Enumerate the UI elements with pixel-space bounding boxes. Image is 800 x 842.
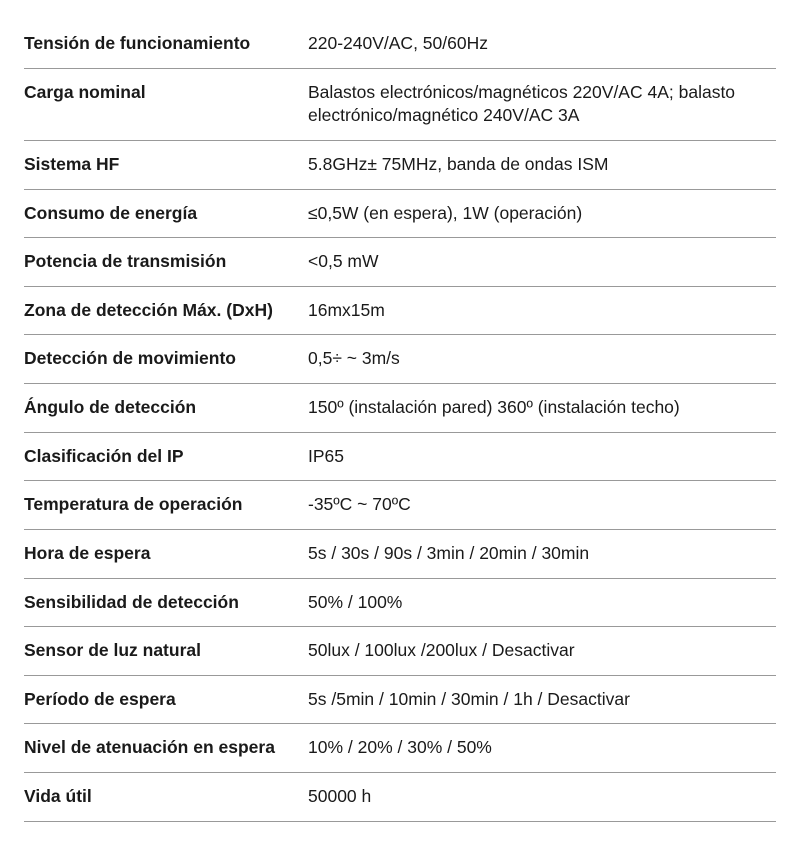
table-row: Tensión de funcionamiento 220-240V/AC, 5… (24, 20, 776, 68)
table-row: Sistema HF 5.8GHz± 75MHz, banda de ondas… (24, 140, 776, 189)
table-row: Detección de movimiento 0,5÷ ~ 3m/s (24, 335, 776, 384)
spec-value: Balastos electrónicos/magnéticos 220V/AC… (304, 68, 776, 140)
spec-label: Ángulo de detección (24, 384, 304, 433)
spec-value: IP65 (304, 432, 776, 481)
spec-label: Sistema HF (24, 140, 304, 189)
table-row: Nivel de atenuación en espera 10% / 20% … (24, 724, 776, 773)
spec-label: Zona de detección Máx. (DxH) (24, 286, 304, 335)
table-row: Ángulo de detección 150º (instalación pa… (24, 384, 776, 433)
table-row: Temperatura de operación -35ºC ~ 70ºC (24, 481, 776, 530)
specifications-table: Tensión de funcionamiento 220-240V/AC, 5… (24, 20, 776, 822)
spec-value: 50% / 100% (304, 578, 776, 627)
spec-value: 0,5÷ ~ 3m/s (304, 335, 776, 384)
spec-label: Clasificación del IP (24, 432, 304, 481)
table-row: Sensor de luz natural 50lux / 100lux /20… (24, 627, 776, 676)
spec-label: Hora de espera (24, 529, 304, 578)
spec-value: 5.8GHz± 75MHz, banda de ondas ISM (304, 140, 776, 189)
spec-value: 5s / 30s / 90s / 3min / 20min / 30min (304, 529, 776, 578)
table-row: Hora de espera 5s / 30s / 90s / 3min / 2… (24, 529, 776, 578)
spec-value: <0,5 mW (304, 238, 776, 287)
spec-value: 150º (instalación pared) 360º (instalaci… (304, 384, 776, 433)
spec-label: Sensibilidad de detección (24, 578, 304, 627)
table-row: Carga nominal Balastos electrónicos/magn… (24, 68, 776, 140)
table-row: Sensibilidad de detección 50% / 100% (24, 578, 776, 627)
spec-label: Potencia de transmisión (24, 238, 304, 287)
spec-label: Tensión de funcionamiento (24, 20, 304, 68)
spec-label: Carga nominal (24, 68, 304, 140)
spec-label: Nivel de atenuación en espera (24, 724, 304, 773)
table-row: Zona de detección Máx. (DxH) 16mx15m (24, 286, 776, 335)
table-row: Vida útil 50000 h (24, 773, 776, 822)
table-row: Período de espera 5s /5min / 10min / 30m… (24, 675, 776, 724)
spec-value: -35ºC ~ 70ºC (304, 481, 776, 530)
spec-value: ≤0,5W (en espera), 1W (operación) (304, 189, 776, 238)
table-row: Consumo de energía ≤0,5W (en espera), 1W… (24, 189, 776, 238)
spec-value: 50000 h (304, 773, 776, 822)
spec-value: 50lux / 100lux /200lux / Desactivar (304, 627, 776, 676)
spec-value: 220-240V/AC, 50/60Hz (304, 20, 776, 68)
spec-label: Vida útil (24, 773, 304, 822)
spec-label: Consumo de energía (24, 189, 304, 238)
spec-label: Sensor de luz natural (24, 627, 304, 676)
spec-value: 10% / 20% / 30% / 50% (304, 724, 776, 773)
spec-label: Detección de movimiento (24, 335, 304, 384)
spec-label: Temperatura de operación (24, 481, 304, 530)
table-row: Potencia de transmisión <0,5 mW (24, 238, 776, 287)
spec-label: Período de espera (24, 675, 304, 724)
table-row: Clasificación del IP IP65 (24, 432, 776, 481)
spec-value: 5s /5min / 10min / 30min / 1h / Desactiv… (304, 675, 776, 724)
spec-value: 16mx15m (304, 286, 776, 335)
specifications-tbody: Tensión de funcionamiento 220-240V/AC, 5… (24, 20, 776, 821)
